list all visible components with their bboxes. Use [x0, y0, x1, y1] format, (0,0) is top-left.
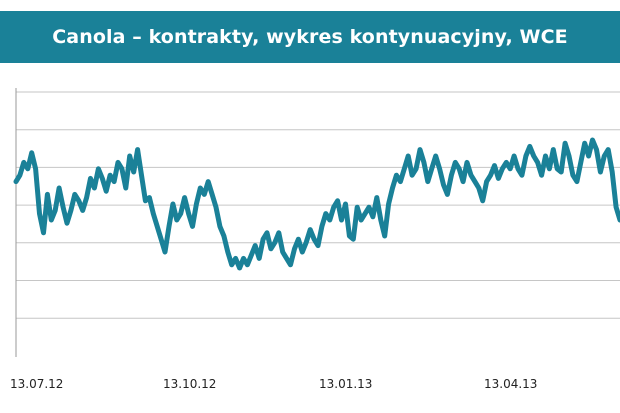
- price-series-line: [13, 137, 620, 271]
- x-tick-label: 13.10.12: [163, 377, 216, 391]
- grid-lines: [16, 91, 620, 319]
- x-tick-label: 13.07.12: [10, 377, 63, 391]
- x-tick-labels: 13.07.12 13.10.12 13.01.13 13.04.13: [10, 377, 537, 391]
- chart-title: Canola – kontrakty, wykres kontynuacyjny…: [52, 26, 568, 48]
- x-tick-label: 13.04.13: [484, 377, 537, 391]
- x-tick-label: 13.01.13: [319, 377, 372, 391]
- chart-title-bar: Canola – kontrakty, wykres kontynuacyjny…: [0, 11, 620, 63]
